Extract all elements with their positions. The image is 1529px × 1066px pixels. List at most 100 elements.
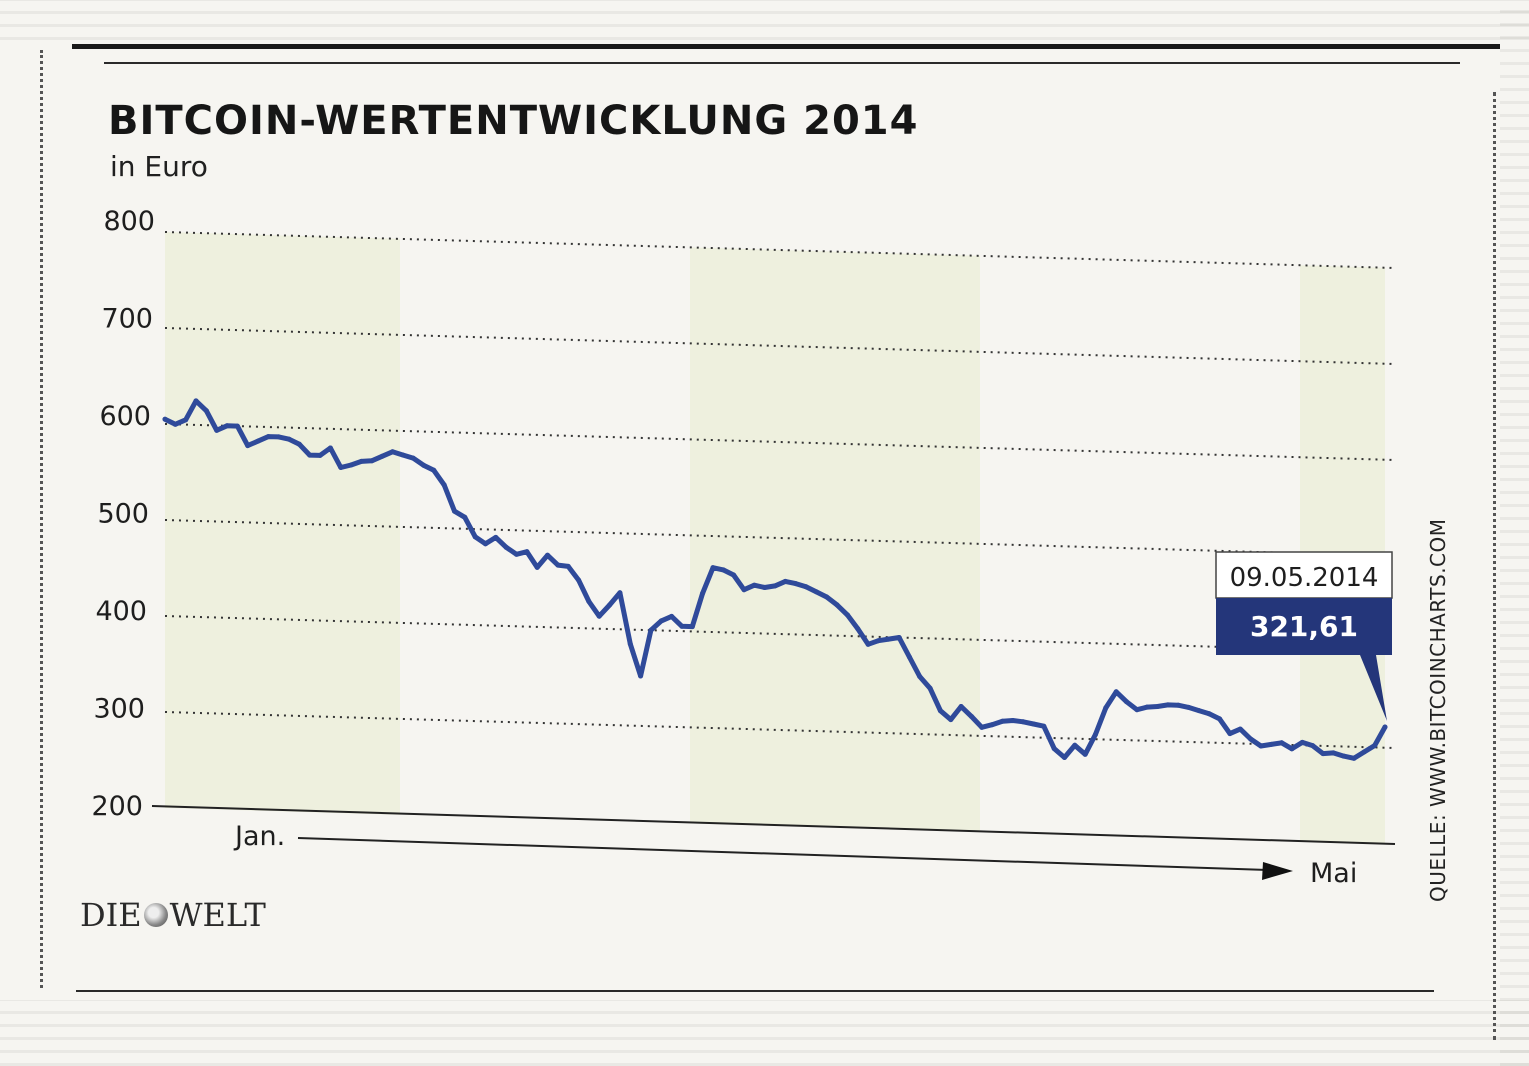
data-point — [720, 567, 726, 573]
data-point — [731, 572, 737, 578]
month-band-1 — [165, 232, 400, 815]
data-point — [762, 585, 768, 590]
data-point — [431, 467, 437, 473]
data-point — [958, 704, 964, 709]
data-point — [1268, 741, 1274, 747]
data-point — [710, 565, 716, 571]
data-point — [348, 462, 354, 468]
data-point — [689, 624, 695, 630]
month-band-2 — [690, 247, 980, 832]
data-point — [1144, 704, 1150, 710]
data-point — [1155, 704, 1160, 709]
data-point — [400, 452, 406, 458]
frame-left-dotted-border — [40, 50, 43, 988]
data-point — [162, 416, 168, 422]
x-axis-line — [297, 837, 1269, 871]
data-point — [1124, 699, 1129, 705]
data-point — [586, 599, 592, 604]
data-point — [968, 713, 974, 719]
callout-group: 09.05.2014 321,61 — [1215, 551, 1393, 721]
y-tick-label-700: 700 — [101, 304, 153, 335]
data-point — [1010, 718, 1016, 723]
data-point — [307, 452, 313, 458]
data-point — [617, 590, 623, 596]
die-welt-logo: DIE WELT — [80, 896, 266, 934]
data-point — [358, 458, 364, 464]
data-point — [1186, 704, 1192, 710]
data-point — [576, 577, 582, 583]
callout-date-box — [1215, 551, 1393, 599]
data-point — [679, 623, 685, 629]
data-point — [865, 641, 871, 647]
data-point — [1134, 707, 1140, 713]
data-point — [317, 452, 323, 458]
data-point — [1103, 705, 1109, 711]
data-point — [1020, 719, 1026, 725]
chart-title: BITCOIN-WERTENTWICKLUNG 2014 — [108, 98, 919, 144]
data-point — [276, 434, 282, 440]
y-tick-label-300: 300 — [93, 694, 145, 725]
data-point — [875, 638, 881, 644]
data-point — [390, 449, 395, 455]
data-point — [1330, 750, 1336, 756]
data-point — [1372, 743, 1378, 748]
chart-subtitle: in Euro — [110, 150, 208, 183]
data-point — [452, 508, 457, 514]
x-end-label: Mai — [1310, 858, 1357, 889]
data-point — [183, 417, 189, 423]
data-point — [472, 534, 478, 540]
data-point — [514, 551, 519, 557]
callout-value-label: 321,61 — [1250, 610, 1358, 643]
data-point — [255, 438, 261, 444]
data-point — [1351, 755, 1357, 761]
data-point — [886, 636, 892, 642]
globe-icon — [143, 903, 168, 927]
y-tick-label-500: 500 — [97, 499, 149, 530]
logo-text-die: DIE — [80, 896, 142, 934]
data-point — [245, 443, 251, 449]
data-point — [824, 594, 830, 600]
data-point — [1051, 746, 1057, 752]
data-point — [234, 423, 240, 429]
data-point — [1196, 708, 1202, 714]
data-point — [1299, 739, 1305, 745]
data-point — [296, 441, 302, 447]
frame-inner-rule — [104, 62, 1460, 64]
data-point — [844, 612, 850, 618]
data-point — [803, 584, 809, 590]
frame-top-rule — [72, 44, 1500, 49]
data-point — [948, 717, 954, 723]
data-point — [534, 564, 540, 570]
data-point — [338, 465, 344, 470]
data-point — [545, 552, 550, 558]
y-tick-label-400: 400 — [95, 596, 147, 627]
data-point — [1258, 743, 1264, 749]
frame-bottom-rule — [76, 990, 1434, 992]
data-point — [741, 587, 747, 593]
data-point — [483, 541, 488, 547]
data-point — [1175, 702, 1181, 708]
data-point — [793, 581, 799, 587]
data-point — [224, 423, 230, 429]
source-credit: QUELLE: WWW.BITCOINCHARTS.COM — [1426, 518, 1450, 902]
data-point — [369, 458, 375, 464]
data-point — [772, 583, 778, 589]
data-point — [1310, 743, 1316, 749]
data-point — [989, 722, 995, 728]
y-tick-label-200: 200 — [91, 791, 143, 822]
data-point — [379, 453, 385, 459]
data-point — [751, 582, 757, 588]
data-point — [1113, 689, 1119, 695]
data-point — [1072, 742, 1078, 748]
x-axis-arrow: Jan. Mai — [233, 821, 1357, 889]
data-point — [855, 626, 861, 632]
data-point — [1237, 726, 1243, 732]
data-point — [1382, 724, 1388, 730]
data-point — [1289, 746, 1295, 752]
data-point — [1165, 702, 1171, 708]
data-point — [813, 589, 819, 595]
callout-value-box — [1216, 598, 1392, 721]
data-point — [896, 635, 902, 640]
data-point — [1217, 716, 1223, 722]
